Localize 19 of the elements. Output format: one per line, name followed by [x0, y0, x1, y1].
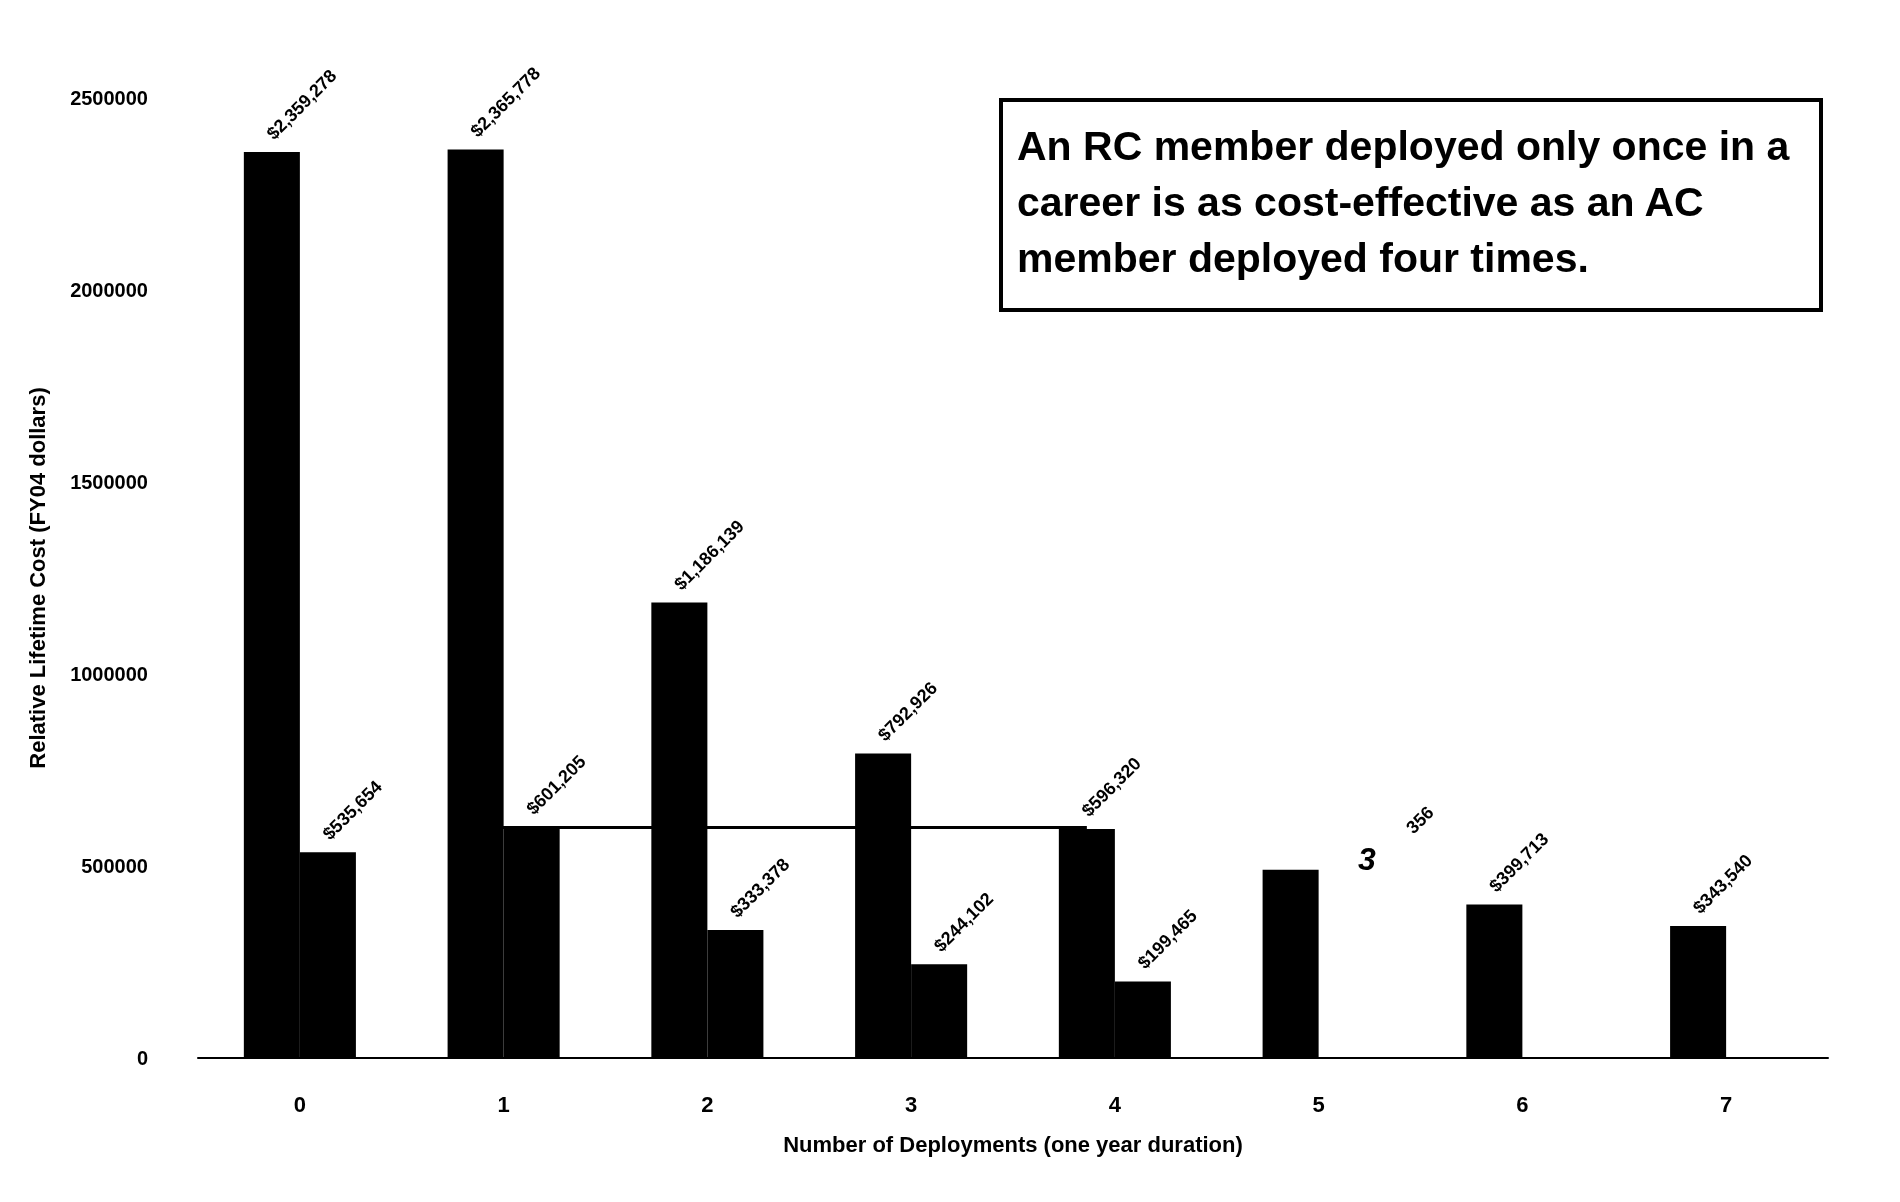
y-tick-label: 2000000	[70, 279, 148, 301]
annotation: An RC member deployed only once in a career is as cost-effective as an AC member deployed four times.	[1017, 123, 1801, 281]
y-tick-label: 1000000	[70, 663, 148, 685]
x-tick-label: 6	[1516, 1091, 1529, 1117]
y-tick-label: 1500000	[70, 471, 148, 493]
y-tick-label: 500000	[81, 855, 148, 877]
x-axis-title: Number of Deployments (one year duration)	[783, 1131, 1243, 1157]
annotation: 356	[1402, 802, 1438, 838]
y-tick-label: 0	[136, 1047, 148, 1069]
x-tick-label: 2	[701, 1091, 714, 1117]
annotation: 3	[1358, 841, 1376, 877]
x-tick-label: 7	[1720, 1091, 1733, 1117]
y-tick-label: 2500000	[70, 87, 148, 109]
x-tick-label: 5	[1312, 1091, 1325, 1117]
x-tick-label: 3	[905, 1091, 918, 1117]
x-tick-label: 4	[1108, 1091, 1122, 1117]
y-axis-title: Relative Lifetime Cost (FY04 dollars)	[24, 387, 50, 769]
x-tick-label: 0	[293, 1091, 306, 1117]
x-tick-label: 1	[497, 1091, 510, 1117]
